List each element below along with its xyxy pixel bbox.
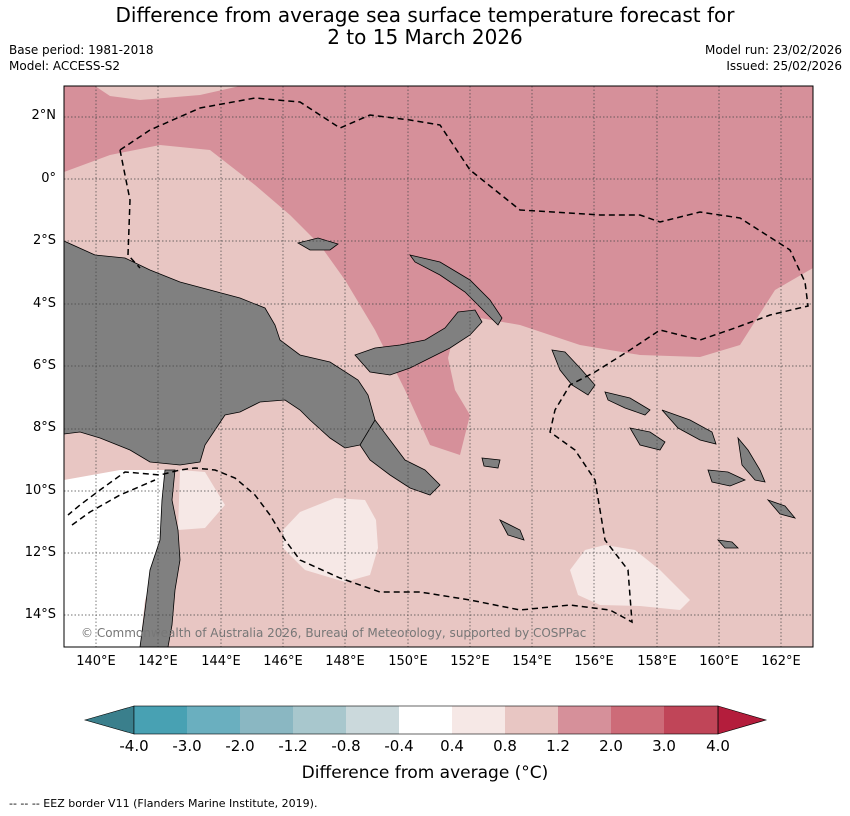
land-new-britain bbox=[354, 309, 483, 376]
eez-border bbox=[67, 97, 809, 624]
copyright-notice: © Commonwealth of Australia 2026, Bureau… bbox=[81, 626, 587, 640]
map-title: Difference from average sea surface temp… bbox=[0, 4, 850, 48]
eez-legend: -- -- -- EEZ border V11 (Flanders Marine… bbox=[9, 797, 318, 810]
colorbar-title: Difference from average (°C) bbox=[301, 763, 549, 783]
title-line-1: Difference from average sea surface temp… bbox=[115, 3, 735, 27]
colorbar-tick: 1.2 bbox=[546, 737, 570, 755]
lat-label: 2°N bbox=[31, 108, 57, 123]
land-solomon-4 bbox=[737, 436, 766, 483]
lon-label: 148°E bbox=[325, 654, 365, 669]
colorbar-tick: 0.4 bbox=[440, 737, 464, 755]
land-solomon-3 bbox=[629, 427, 666, 451]
cb-seg bbox=[611, 706, 664, 734]
cb-seg bbox=[399, 706, 452, 734]
meta-left: Base period: 1981-2018 Model: ACCESS-S2 bbox=[9, 42, 154, 74]
cb-seg bbox=[134, 706, 187, 734]
land-solomon-5 bbox=[707, 469, 747, 487]
top-band bbox=[95, 86, 240, 100]
land-milne-islands bbox=[481, 457, 739, 549]
lon-label: 152°E bbox=[450, 654, 490, 669]
land-bougainville bbox=[551, 349, 596, 396]
land-papuan-peninsula bbox=[359, 419, 441, 496]
issued-date: Issued: 25/02/2026 bbox=[726, 59, 842, 73]
lat-label: 6°S bbox=[32, 358, 56, 373]
land-solomon-6 bbox=[766, 499, 797, 519]
colorbar-tick: -2.0 bbox=[225, 737, 255, 755]
colorbar-tick: 3.0 bbox=[652, 737, 676, 755]
title-line-2: 2 to 15 March 2026 bbox=[327, 25, 523, 49]
cb-seg bbox=[240, 706, 293, 734]
colorbar-tick: -0.4 bbox=[384, 737, 414, 755]
cb-seg bbox=[664, 706, 718, 734]
colorbar-tick: -0.8 bbox=[331, 737, 361, 755]
cb-seg bbox=[558, 706, 611, 734]
colorbar-cap-low bbox=[83, 705, 135, 735]
lon-label: 140°E bbox=[76, 654, 116, 669]
colorbar-frame bbox=[133, 705, 719, 735]
lon-label: 158°E bbox=[637, 654, 677, 669]
lat-label: 4°S bbox=[32, 296, 56, 311]
no-data-area bbox=[64, 470, 170, 647]
lon-label: 150°E bbox=[388, 654, 428, 669]
graticule bbox=[64, 86, 813, 647]
model-name: Model: ACCESS-S2 bbox=[9, 59, 121, 73]
colorbar-tick: 2.0 bbox=[599, 737, 623, 755]
lon-label: 156°E bbox=[574, 654, 614, 669]
cb-seg bbox=[505, 706, 558, 734]
cb-seg bbox=[187, 706, 240, 734]
meta-right: Model run: 23/02/2026 Issued: 25/02/2026 bbox=[705, 42, 842, 74]
cb-seg bbox=[452, 706, 505, 734]
colorbar-tick: -3.0 bbox=[172, 737, 202, 755]
lon-label: 146°E bbox=[263, 654, 303, 669]
lat-label: 12°S bbox=[24, 545, 56, 560]
land-new-ireland bbox=[409, 254, 503, 326]
cb-seg bbox=[293, 706, 346, 734]
cb-seg bbox=[346, 706, 399, 734]
colorbar-tick: -4.0 bbox=[119, 737, 149, 755]
land-solomon-2 bbox=[661, 409, 717, 445]
map-frame bbox=[63, 85, 814, 648]
model-run: Model run: 23/02/2026 bbox=[704, 43, 842, 57]
colorbar-cap-high bbox=[717, 705, 768, 735]
lon-label: 144°E bbox=[201, 654, 241, 669]
land-solomon-1 bbox=[604, 391, 651, 416]
base-period: Base period: 1981-2018 bbox=[9, 43, 154, 57]
lon-label: 154°E bbox=[512, 654, 552, 669]
lat-label: 14°S bbox=[24, 607, 56, 622]
lat-label: 8°S bbox=[32, 420, 56, 435]
colorbar bbox=[83, 705, 768, 735]
lon-label: 142°E bbox=[138, 654, 178, 669]
mild-patch-2 bbox=[570, 545, 690, 610]
lat-label: 2°S bbox=[32, 233, 56, 248]
colorbar-tick: 0.8 bbox=[493, 737, 517, 755]
lon-label: 160°E bbox=[699, 654, 739, 669]
mild-patch-1 bbox=[283, 498, 378, 582]
lon-label: 162°E bbox=[761, 654, 801, 669]
lat-label: 10°S bbox=[24, 483, 56, 498]
colorbar-tick: -1.2 bbox=[278, 737, 308, 755]
lat-label: 0° bbox=[41, 171, 56, 186]
colorbar-tick: 4.0 bbox=[706, 737, 730, 755]
mild-patch-3 bbox=[178, 470, 225, 530]
